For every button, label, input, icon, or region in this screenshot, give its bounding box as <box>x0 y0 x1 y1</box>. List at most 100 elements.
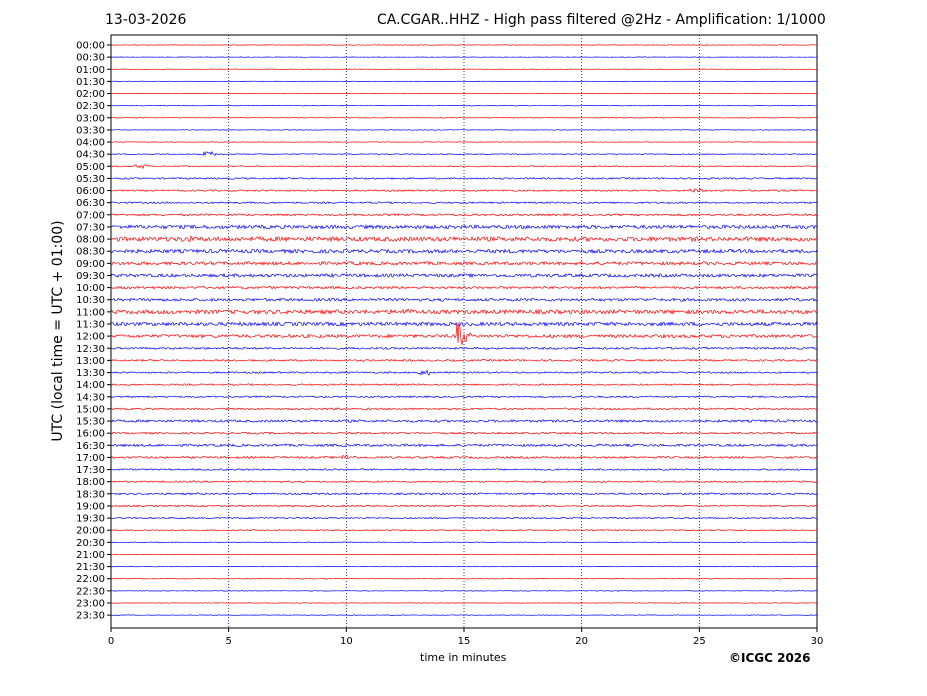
y-tick-label: 20:30 <box>76 538 105 549</box>
trace-1030 <box>110 297 818 302</box>
trace-2330 <box>110 614 818 616</box>
x-tick-label: 25 <box>693 636 706 647</box>
trace-2230 <box>110 590 818 592</box>
trace-0330 <box>110 129 818 131</box>
y-tick-label: 02:00 <box>76 89 105 100</box>
trace-0800 <box>110 235 818 243</box>
x-tick-label: 5 <box>225 636 231 647</box>
y-tick-label: 14:30 <box>76 392 105 403</box>
trace-1400 <box>110 383 818 386</box>
y-tick-label: 11:30 <box>76 319 105 330</box>
trace-0830 <box>110 248 818 255</box>
chart-title: CA.CGAR..HHZ - High pass filtered @2Hz -… <box>377 12 826 28</box>
y-tick-label: 21:00 <box>76 550 105 561</box>
y-tick-label: 23:00 <box>76 598 105 609</box>
y-tick-label: 16:30 <box>76 441 105 452</box>
y-tick-label: 22:30 <box>76 586 105 597</box>
y-tick-label: 04:30 <box>76 150 105 161</box>
y-tick-label: 08:30 <box>76 247 105 258</box>
y-tick-label: 04:00 <box>76 138 105 149</box>
date-label: 13-03-2026 <box>105 12 187 28</box>
x-tick-label: 10 <box>340 636 353 647</box>
trace-1830 <box>110 492 818 496</box>
y-tick-label: 18:30 <box>76 489 105 500</box>
x-tick-label: 20 <box>575 636 588 647</box>
trace-1530 <box>110 419 818 424</box>
trace-1800 <box>110 480 818 484</box>
trace-0700 <box>110 213 818 217</box>
trace-2300 <box>110 602 818 604</box>
y-tick-label: 16:00 <box>76 429 105 440</box>
trace-0600 <box>110 188 818 193</box>
y-tick-label: 07:00 <box>76 210 105 221</box>
x-axis-label: time in minutes <box>420 651 507 664</box>
trace-0000 <box>110 44 817 46</box>
trace-0430 <box>110 150 818 157</box>
y-tick-label: 05:30 <box>76 174 105 185</box>
y-tick-label: 23:30 <box>76 611 105 622</box>
trace-1430 <box>110 395 818 399</box>
trace-1200 <box>110 321 817 345</box>
y-tick-label: 00:00 <box>76 41 105 52</box>
y-tick-label: 18:00 <box>76 477 105 488</box>
y-tick-label: 21:30 <box>76 562 105 573</box>
trace-1600 <box>110 431 818 435</box>
trace-1130 <box>110 321 818 327</box>
trace-1700 <box>110 454 818 460</box>
trace-0630 <box>110 201 818 205</box>
trace-0130 <box>110 80 818 83</box>
y-tick-label: 03:30 <box>76 125 105 136</box>
trace-1630 <box>110 443 818 448</box>
y-tick-label: 06:30 <box>76 198 105 209</box>
y-tick-label: 09:00 <box>76 259 105 270</box>
x-tick-label: 30 <box>811 636 824 647</box>
y-tick-label: 12:30 <box>76 344 105 355</box>
trace-2030 <box>111 541 818 544</box>
x-tick-label: 0 <box>108 636 114 647</box>
y-tick-label: 11:00 <box>76 307 105 318</box>
trace-0500 <box>110 164 817 170</box>
trace-2200 <box>110 577 818 580</box>
trace-0230 <box>111 105 818 107</box>
trace-0930 <box>110 272 818 279</box>
trace-2130 <box>110 565 818 568</box>
y-tick-label: 06:00 <box>76 186 105 197</box>
trace-1900 <box>110 504 818 508</box>
trace-2100 <box>110 553 817 556</box>
y-tick-label: 12:00 <box>76 332 105 343</box>
trace-1500 <box>110 407 818 411</box>
y-tick-label: 13:30 <box>76 368 105 379</box>
trace-1230 <box>110 346 818 350</box>
trace-0200 <box>111 92 818 95</box>
y-tick-label: 09:30 <box>76 271 105 282</box>
trace-1000 <box>110 285 818 290</box>
trace-1300 <box>110 358 818 362</box>
trace-1930 <box>110 516 817 520</box>
trace-0100 <box>110 68 818 70</box>
y-tick-label: 13:00 <box>76 356 105 367</box>
trace-0900 <box>110 260 818 267</box>
y-tick-label: 01:00 <box>76 65 105 76</box>
y-tick-label: 03:00 <box>76 113 105 124</box>
y-tick-label: 05:00 <box>76 162 105 173</box>
y-tick-label: 01:30 <box>76 77 105 88</box>
y-tick-label: 19:00 <box>76 501 105 512</box>
trace-0730 <box>110 224 818 230</box>
trace-1100 <box>110 308 818 316</box>
y-tick-label: 15:30 <box>76 417 105 428</box>
y-tick-label: 00:30 <box>76 53 105 64</box>
trace-0400 <box>110 141 818 143</box>
trace-0300 <box>110 117 818 119</box>
copyright-label: ©ICGC 2026 <box>729 651 811 665</box>
y-tick-label: 15:00 <box>76 404 105 415</box>
y-tick-label: 02:30 <box>76 101 105 112</box>
y-tick-label: 10:00 <box>76 283 105 294</box>
y-tick-label: 19:30 <box>76 514 105 525</box>
trace-0530 <box>111 177 818 180</box>
y-tick-label: 07:30 <box>76 222 105 233</box>
trace-1730 <box>111 468 818 471</box>
y-tick-label: 22:00 <box>76 574 105 585</box>
y-tick-label: 17:00 <box>76 453 105 464</box>
